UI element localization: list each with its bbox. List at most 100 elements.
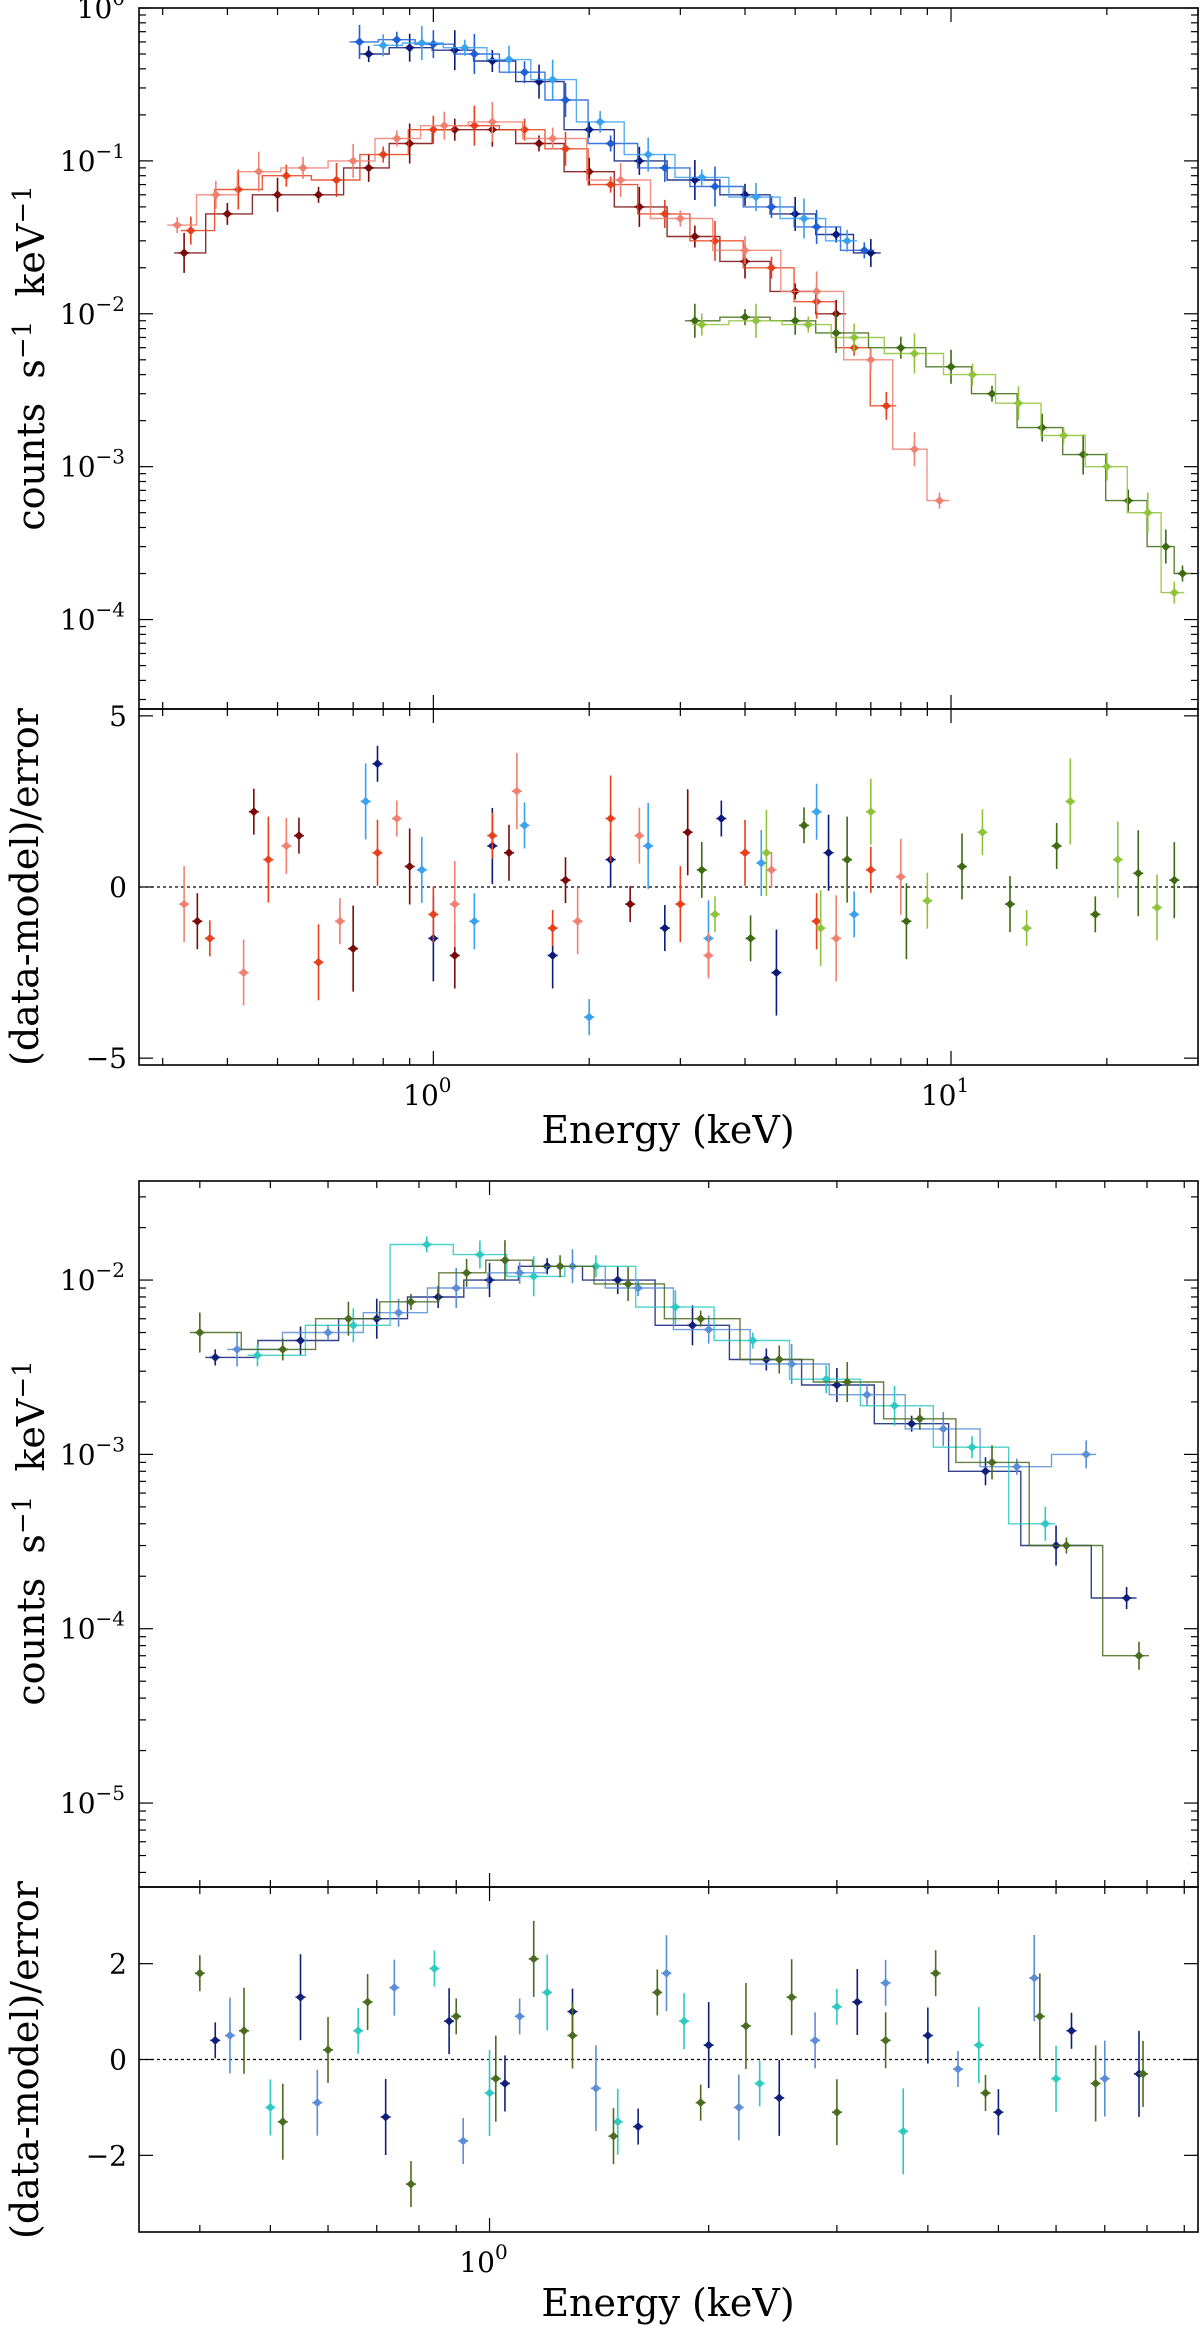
top-spectrum-point-blue-mid-4 [520, 67, 530, 77]
top-spectrum-point-green-dark-7 [1037, 423, 1047, 433]
bottom-residuals-series-turquoise [265, 1950, 1062, 2175]
top-residuals-point-red-light-11 [831, 933, 841, 943]
top-residuals-xtick-label-1-exponent: 1 [956, 1073, 969, 1097]
bottom-spectrum-ytick-label-2-mantissa: 10 [60, 1613, 96, 1646]
bottom-residuals-point-forest-2 [278, 2117, 288, 2127]
bottom-spectrum-ytick-label-3-mantissa: 10 [60, 1787, 96, 1820]
top-residuals-point-green-dark-3 [842, 855, 852, 865]
top-residuals-series-green-light [709, 758, 1163, 967]
top-spectrum-series-blue-light [373, 26, 858, 252]
top-residuals-point-red-mid-10 [812, 916, 822, 926]
top-residuals-point-red-mid-9 [740, 848, 750, 858]
bottom-spectrum-panel: 10−210−310−410−5 counts s−1 keV−1 [8, 1180, 1199, 1888]
top-spectrum-model-green-dark [684, 316, 1193, 575]
bottom-residuals-point-forest-3 [323, 2045, 333, 2055]
bottom-spectrum-point-navy-0 [210, 1352, 220, 1362]
bottom-residuals-xtick-label-0: 100 [459, 2240, 507, 2279]
bottom-residuals-point-forest-10 [608, 2131, 618, 2141]
top-spectrum-point-blue-light-2 [460, 43, 470, 53]
top-residuals-point-blue-light-1 [417, 865, 427, 875]
bottom-residuals-point-navy-4 [500, 2078, 510, 2088]
top-residuals-point-blue-dark-7 [771, 968, 781, 978]
top-spectrum-point-red-mid-12 [766, 263, 776, 273]
top-residuals-point-red-light-10 [766, 865, 776, 875]
top-spectrum-point-green-dark-5 [946, 362, 956, 372]
bottom-spectrum-point-forest-4 [462, 1268, 472, 1278]
bottom-residuals-point-forest-11 [652, 1987, 662, 1997]
bottom-residuals-ytick-label-2: −2 [86, 2139, 127, 2172]
bottom-residuals-point-forest-13 [741, 2021, 751, 2031]
top-spectrum-point-blue-light-10 [842, 236, 852, 246]
top-spectrum-ytick-label-1-mantissa: 10 [60, 145, 96, 178]
bottom-spectrum-point-forest-5 [500, 1255, 510, 1265]
top-spectrum-point-blue-light-6 [643, 150, 653, 160]
bottom-residuals-point-forest-6 [451, 2011, 461, 2021]
top-residuals-point-blue-dark-6 [716, 814, 726, 824]
bottom-residuals-point-turquoise-1 [353, 2026, 363, 2036]
bottom-spectrum-point-forest-14 [1134, 1651, 1144, 1661]
top-spectrum-point-green-dark-10 [1161, 542, 1171, 552]
top-spectrum-ytick-label-2-exponent: −2 [96, 292, 125, 316]
top-residuals-point-green-light-1 [761, 848, 771, 858]
bottom-spectrum-point-turquoise-9 [890, 1401, 900, 1411]
bottom-residuals-point-navy-12 [1066, 2026, 1076, 2036]
top-residuals-point-green-light-0 [710, 909, 720, 919]
top-residuals-point-green-dark-0 [697, 865, 707, 875]
top-spectrum-ytick-label-0-mantissa: 10 [77, 0, 113, 25]
top-spectrum-ytick-label-0-exponent: 0 [112, 0, 125, 10]
top-spectrum-series-red-mid [180, 105, 897, 420]
bottom-spectrum-point-cornflower-12 [1081, 1449, 1091, 1459]
top-residuals-point-blue-light-3 [520, 820, 530, 830]
bottom-spectrum-point-navy-6 [613, 1275, 623, 1285]
top-spectrum-series-green-light [691, 303, 1185, 604]
top-spectrum-point-blue-light-8 [751, 192, 761, 202]
bottom-residuals-point-navy-0 [210, 2035, 220, 2045]
bottom-spectrum-point-cornflower-8 [787, 1359, 797, 1369]
top-spectrum-point-blue-light-9 [799, 213, 809, 223]
top-spectrum-point-red-dark-3 [314, 190, 324, 200]
bottom-residuals-point-turquoise-4 [542, 1987, 552, 1997]
bottom-spectrum-point-turquoise-4 [529, 1271, 539, 1281]
top-spectrum-point-red-light-13 [866, 355, 876, 365]
bottom-residuals-point-forest-12 [696, 2098, 706, 2108]
top-spectrum-point-green-light-7 [1059, 430, 1069, 440]
bottom-residuals-point-forest-19 [1035, 2011, 1045, 2021]
bottom-residuals-point-cornflower-7 [734, 2102, 744, 2112]
top-spectrum-point-blue-mid-10 [812, 222, 822, 232]
top-residuals-point-green-dark-4 [901, 916, 911, 926]
top-spectrum-point-green-dark-9 [1123, 496, 1133, 506]
top-residuals-point-red-dark-3 [348, 944, 358, 954]
top-spectrum-point-blue-dark-0 [364, 49, 374, 59]
top-spectrum-point-green-dark-2 [790, 316, 800, 326]
top-spectrum-ytick-label-1: 10−1 [60, 139, 125, 178]
top-spectrum-point-red-light-4 [348, 156, 358, 166]
top-residuals-series-blue-light [360, 763, 860, 1036]
bottom-spectrum-ytick-label-2: 10−4 [60, 1607, 125, 1646]
bottom-residuals-point-forest-17 [931, 1968, 941, 1978]
top-residuals-point-blue-light-0 [361, 796, 371, 806]
bottom-spectrum-point-forest-10 [842, 1377, 852, 1387]
top-spectrum-point-blue-light-0 [378, 40, 388, 50]
top-spectrum-ytick-label-3: 10−3 [60, 445, 125, 484]
bottom-spectrum-point-cornflower-6 [633, 1283, 643, 1293]
bottom-spectrum-point-forest-12 [987, 1457, 997, 1467]
bottom-residuals-point-cornflower-11 [1029, 1973, 1039, 1983]
bottom-residuals-point-cornflower-6 [661, 1968, 671, 1978]
top-residuals-point-red-light-1 [239, 968, 249, 978]
bottom-residuals-point-forest-18 [980, 2088, 990, 2098]
bottom-spectrum-point-turquoise-2 [422, 1239, 432, 1249]
bottom-spectrum-point-turquoise-0 [252, 1350, 262, 1360]
bottom-spectrum-point-cornflower-9 [862, 1390, 872, 1400]
top-spectrum-point-blue-light-5 [595, 117, 605, 127]
bottom-residuals-point-navy-7 [704, 2040, 714, 2050]
top-spectrum-model-blue-dark [358, 47, 881, 254]
top-residuals-point-red-mid-3 [373, 848, 383, 858]
top-spectrum-point-blue-mid-7 [660, 163, 670, 173]
top-spectrum-point-green-light-5 [967, 370, 977, 380]
bottom-residuals-point-navy-2 [381, 2112, 391, 2122]
top-spectrum-point-blue-dark-9 [790, 209, 800, 219]
top-residuals-marks [139, 745, 1198, 1036]
top-spectrum-point-green-light-4 [909, 348, 919, 358]
top-residuals-point-red-dark-8 [625, 899, 635, 909]
